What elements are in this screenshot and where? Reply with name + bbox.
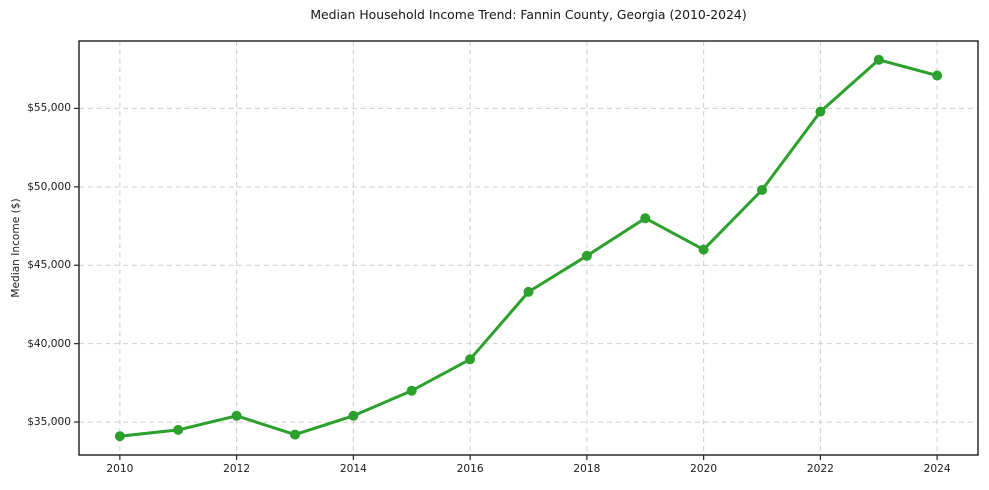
data-point-marker: [173, 424, 184, 435]
x-tick-label: 2024: [923, 463, 951, 475]
x-tick-label: 2014: [339, 463, 367, 475]
y-tick-label: $50,000: [27, 180, 71, 193]
x-tick-label: 2020: [690, 463, 718, 475]
data-point-marker: [698, 244, 709, 255]
y-tick-label: $55,000: [27, 102, 71, 115]
data-point-marker: [231, 410, 242, 421]
data-point-marker: [406, 385, 417, 396]
x-tick-label: 2018: [573, 463, 601, 475]
data-point-marker: [640, 213, 651, 224]
data-point-marker: [815, 106, 826, 117]
chart-title: Median Household Income Trend: Fannin Co…: [310, 7, 747, 22]
data-point-marker: [873, 54, 884, 65]
data-point-marker: [523, 286, 534, 297]
x-tick-label: 2010: [106, 463, 134, 475]
data-point-marker: [348, 410, 359, 421]
axes-frame: [78, 40, 979, 456]
x-tick-label: 2016: [456, 463, 484, 475]
plot-background: [79, 41, 978, 455]
data-point-marker: [114, 431, 125, 442]
data-point-marker: [465, 354, 476, 365]
x-tick-label: 2012: [223, 463, 251, 475]
x-tick-label: 2022: [806, 463, 834, 475]
data-point-marker: [757, 185, 767, 195]
y-tick-label: $35,000: [27, 416, 71, 429]
data-point-marker: [932, 70, 943, 81]
data-point-marker: [581, 250, 592, 261]
data-point-marker: [290, 429, 300, 440]
y-tick-label: $40,000: [27, 337, 71, 350]
y-tick-label: $45,000: [27, 259, 71, 272]
